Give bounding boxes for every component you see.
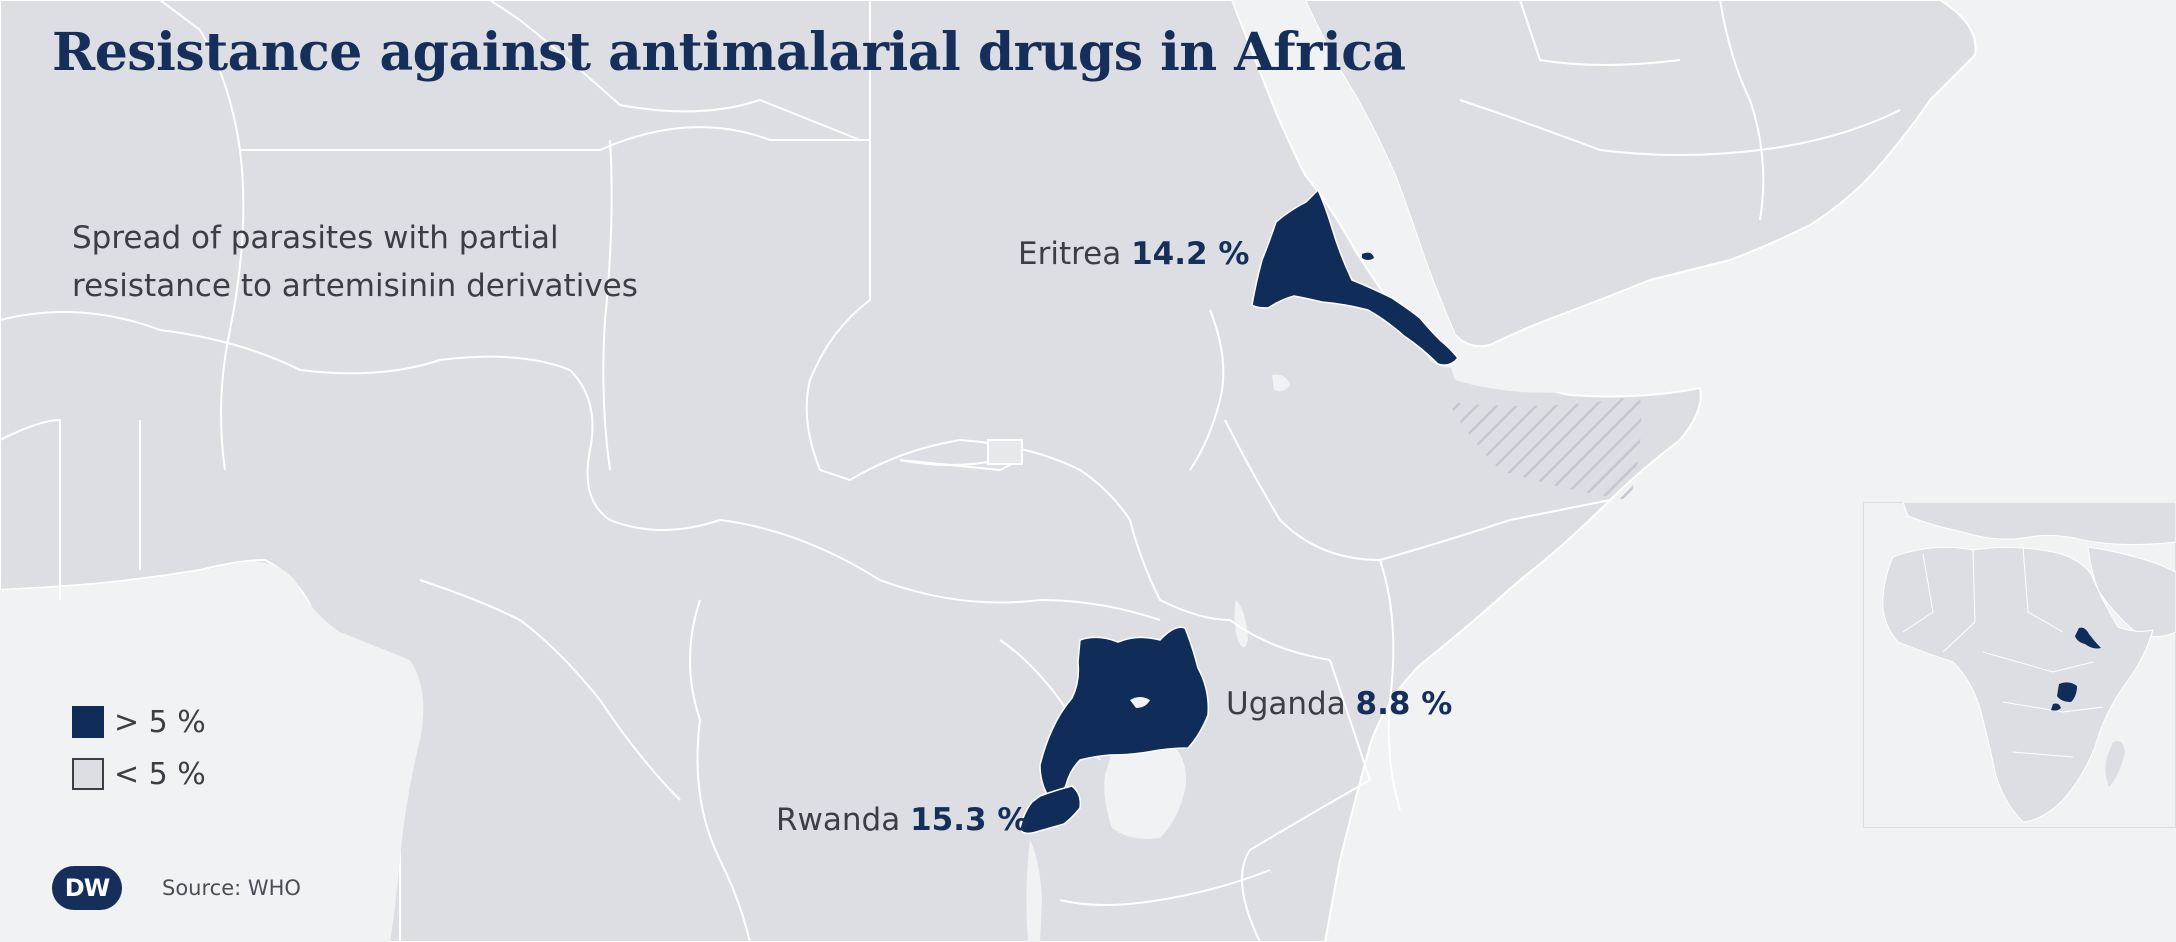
country-value-eritrea: 14.2 % [1131, 236, 1250, 272]
country-value-uganda: 8.8 % [1355, 686, 1453, 722]
lake-turkana [1234, 600, 1248, 648]
label-uganda: Uganda 8.8 % [1226, 686, 1452, 722]
inset-eritrea [2075, 627, 2101, 649]
inset-uganda [2057, 682, 2077, 702]
country-borders [0, 0, 1901, 942]
inset-map [1863, 502, 2176, 828]
legend-label-high: > 5 % [114, 704, 206, 740]
gulf-of-aden [1450, 315, 1750, 393]
source-note: Source: WHO [162, 876, 301, 900]
legend-swatch-low [72, 758, 104, 790]
gulf-of-guinea [0, 561, 424, 942]
legend-swatch-high [72, 706, 104, 738]
eritrea-shape [1251, 188, 1459, 366]
uganda-lake [1130, 697, 1150, 708]
map-subtitle: Spread of parasites with partial resista… [72, 220, 638, 304]
legend-item-high: > 5 % [72, 696, 206, 748]
rwanda-shape [1019, 785, 1082, 835]
uganda-shape [1039, 626, 1210, 797]
label-rwanda: Rwanda 15.3 % [776, 802, 1028, 838]
inset-madagascar [2105, 741, 2125, 787]
page-title: Resistance against antimalarial drugs in… [52, 22, 1406, 83]
legend: > 5 % < 5 % [72, 696, 206, 800]
dahlak-islands [1362, 252, 1374, 260]
legend-item-low: < 5 % [72, 748, 206, 800]
dw-logo: DW [52, 866, 122, 910]
lake-tana [1272, 374, 1290, 392]
country-name-rwanda: Rwanda [776, 802, 901, 838]
inset-europe [1902, 502, 2176, 546]
country-name-uganda: Uganda [1226, 686, 1346, 722]
inset-borders [1902, 546, 2104, 758]
country-value-rwanda: 15.3 % [910, 802, 1029, 838]
inset-rwanda [2051, 703, 2061, 711]
country-name-eritrea: Eritrea [1018, 236, 1122, 272]
inset-africa [1882, 546, 2154, 823]
somalia-hatched-area [1448, 395, 1642, 500]
label-eritrea: Eritrea 14.2 % [1018, 236, 1249, 272]
lake-tanganyika [1026, 840, 1042, 942]
small-territory [987, 439, 1023, 465]
lake-victoria [1104, 741, 1186, 839]
red-sea [1232, 0, 1464, 368]
legend-label-low: < 5 % [114, 756, 206, 792]
